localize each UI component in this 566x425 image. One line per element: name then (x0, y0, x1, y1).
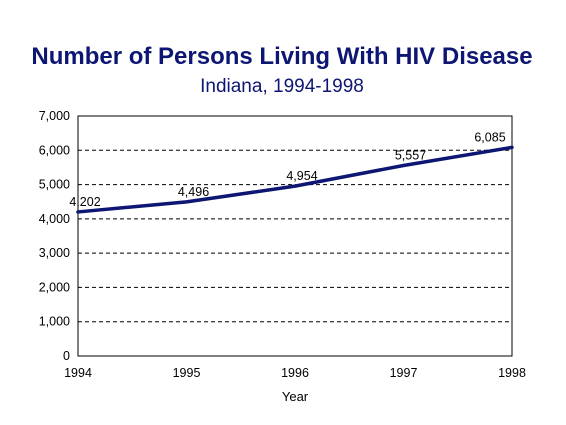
data-label: 4,496 (178, 185, 209, 199)
chart-title: Number of Persons Living With HIV Diseas… (31, 43, 532, 70)
x-tick-label: 1998 (498, 366, 526, 380)
y-tick-label: 3,000 (39, 246, 70, 260)
data-label: 5,557 (395, 148, 426, 162)
y-tick-label: 4,000 (39, 212, 70, 226)
x-axis-title: Year (282, 389, 309, 404)
data-labels: 4,202 4,496 4,954 5,557 6,085 (69, 130, 505, 209)
x-axis-tick-labels: 1994 1995 1996 1997 1998 (64, 366, 526, 380)
series-layer (76, 145, 514, 214)
y-tick-label: 6,000 (39, 143, 70, 157)
plot-area (77, 115, 513, 357)
y-tick-label: 1,000 (39, 315, 70, 329)
x-tick-label: 1996 (281, 366, 309, 380)
data-label: 4,202 (69, 195, 100, 209)
y-tick-label: 2,000 (39, 280, 70, 294)
y-tick-label: 5,000 (39, 178, 70, 192)
y-axis-tick-labels: 0 1,000 2,000 3,000 4,000 5,000 6,000 7,000 (39, 109, 70, 363)
data-label: 4,954 (286, 169, 317, 183)
chart-subtitle: Indiana, 1994-1998 (200, 76, 364, 97)
y-tick-label: 0 (63, 349, 70, 363)
series-line (76, 145, 514, 214)
y-tick-label: 7,000 (39, 109, 70, 123)
data-label: 6,085 (474, 130, 505, 144)
x-tick-label: 1994 (64, 366, 92, 380)
x-tick-label: 1995 (173, 366, 201, 380)
x-tick-label: 1997 (390, 366, 418, 380)
